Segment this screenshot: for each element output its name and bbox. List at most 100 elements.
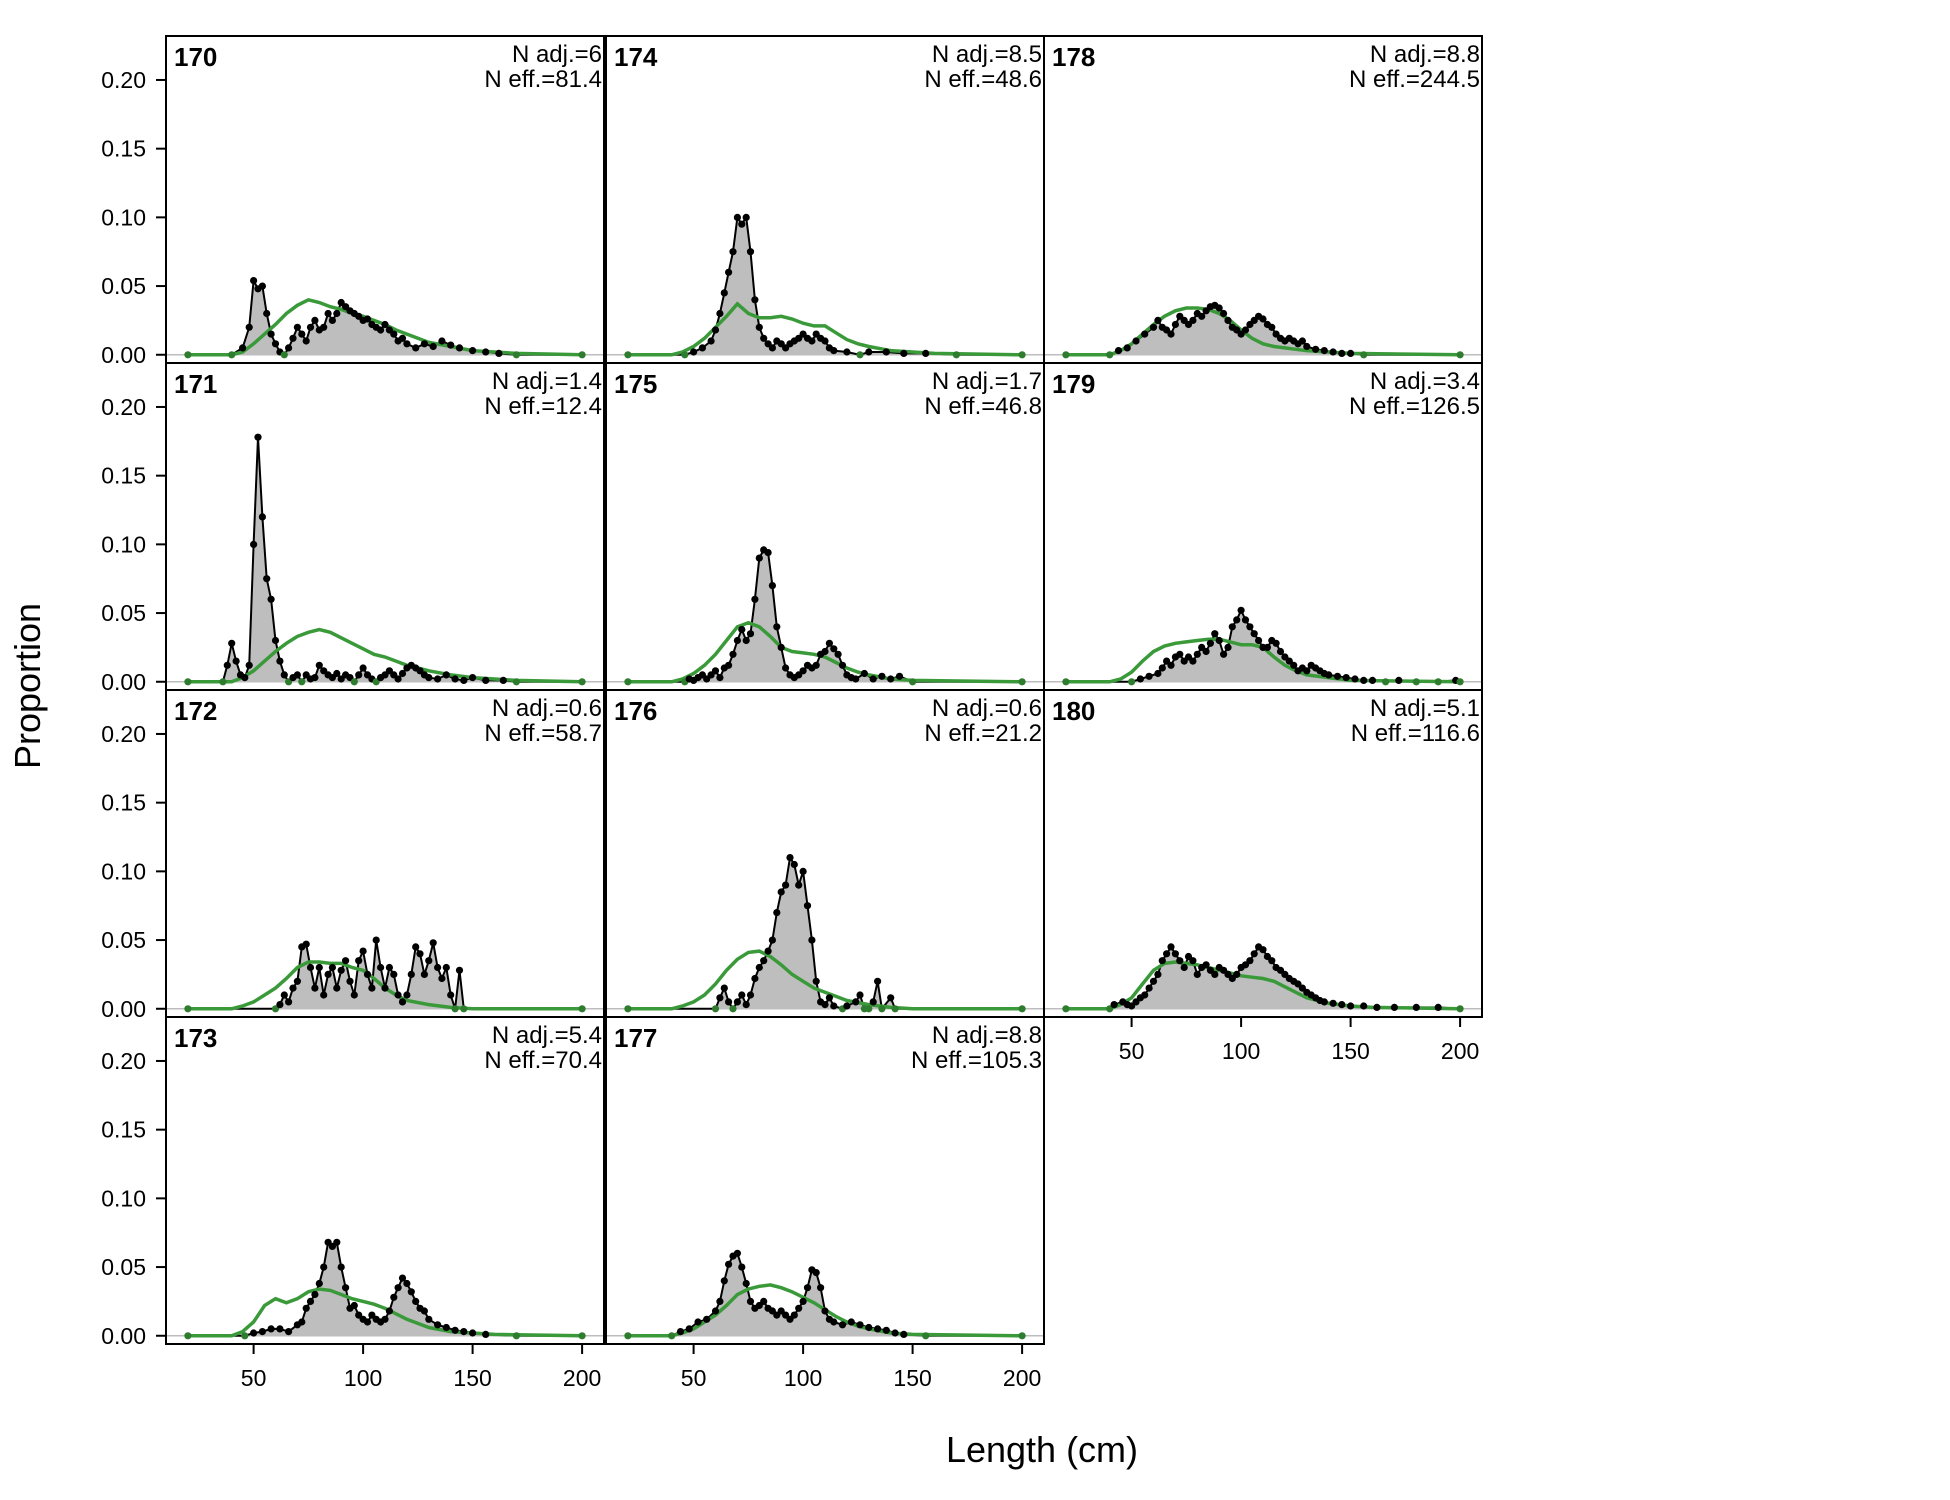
n-adj-label: N adj.=5.1 — [1370, 695, 1480, 722]
observed-point — [1325, 671, 1333, 679]
expected-line — [187, 627, 583, 684]
panel-frame — [165, 1016, 605, 1345]
observed-point — [830, 645, 838, 653]
observed-point — [346, 977, 354, 985]
observed-point — [733, 636, 742, 645]
observed-point — [434, 675, 442, 683]
observed-point — [1298, 337, 1306, 345]
observed-point — [381, 984, 389, 992]
observed-point — [803, 1284, 812, 1292]
x-tick-label: 200 — [1003, 1365, 1041, 1391]
observed-point — [289, 334, 297, 342]
n-adj-label: N adj.=0.6 — [492, 695, 602, 722]
observed-point — [412, 1297, 420, 1305]
observed-point — [922, 349, 930, 357]
observed-point — [1018, 1332, 1026, 1340]
observed-point — [311, 984, 319, 992]
observed-point — [1338, 349, 1346, 357]
observed-point — [1360, 676, 1368, 685]
observed-point — [429, 342, 437, 351]
x-tick-label: 200 — [1441, 1038, 1479, 1064]
observed-line — [627, 214, 1023, 356]
observed-point — [184, 351, 192, 359]
observed-point — [285, 998, 293, 1006]
observed-point — [403, 340, 411, 348]
observed-point — [276, 1325, 284, 1333]
observed-point — [359, 947, 367, 955]
y-tick-label: 0.00 — [101, 342, 146, 368]
observed-point — [1106, 351, 1114, 359]
observed-point — [1154, 970, 1162, 979]
observed-point — [271, 636, 280, 645]
observed-point — [482, 676, 490, 685]
n-adj-label: N adj.=1.4 — [492, 368, 602, 395]
observed-point — [733, 213, 742, 221]
observed-point — [328, 963, 336, 972]
observed-point — [263, 309, 271, 318]
observed-point — [694, 1318, 702, 1326]
observed-point — [381, 320, 389, 329]
observed-point — [830, 1318, 838, 1326]
observed-point — [624, 678, 632, 686]
observed-point — [293, 323, 301, 331]
observed-point — [725, 1260, 733, 1268]
observed-point — [1215, 304, 1223, 312]
expected-line — [1065, 306, 1461, 357]
observed-line — [627, 854, 1023, 1012]
observed-point — [720, 289, 728, 297]
y-tick-label: 0.10 — [101, 204, 146, 230]
observed-point — [499, 676, 507, 685]
observed-point — [856, 991, 864, 999]
observed-point — [751, 974, 759, 983]
y-tick-label: 0.20 — [101, 67, 146, 93]
y-tick-label: 0.05 — [101, 273, 146, 299]
observed-point — [482, 1330, 490, 1338]
observed-point — [241, 674, 249, 682]
observed-point — [799, 867, 807, 876]
observed-point — [578, 1005, 586, 1013]
observed-point — [385, 1307, 393, 1315]
observed-area — [627, 217, 1023, 355]
observed-point — [1149, 323, 1158, 331]
observed-point — [782, 881, 790, 889]
observed-point — [760, 957, 768, 965]
panel-170: 170 N adj.=6N eff.=81.4 — [165, 35, 605, 364]
observed-point — [1062, 1005, 1070, 1013]
observed-point — [1145, 984, 1153, 992]
y-tick-label: 0.20 — [101, 721, 146, 747]
observed-point — [795, 1304, 803, 1312]
observed-point — [856, 351, 864, 359]
observed-point — [398, 1274, 407, 1282]
observed-point — [241, 1332, 249, 1340]
observed-point — [900, 1330, 908, 1338]
observed-point — [398, 998, 407, 1006]
observed-point — [306, 963, 315, 972]
observed-point — [394, 1284, 402, 1292]
observed-point — [1268, 957, 1276, 965]
observed-point — [285, 1328, 293, 1336]
observed-point — [250, 277, 258, 285]
observed-point — [725, 268, 733, 276]
observed-point — [359, 664, 367, 672]
panel-label: 170 — [174, 42, 217, 72]
observed-point — [1136, 675, 1144, 683]
n-eff-label: N eff.=244.5 — [1349, 66, 1480, 93]
observed-point — [1189, 316, 1197, 324]
observed-point — [469, 674, 477, 682]
observed-point — [1320, 998, 1328, 1006]
observed-point — [821, 1001, 829, 1009]
observed-point — [469, 347, 477, 355]
y-tick-label: 0.15 — [101, 463, 146, 489]
observed-point — [1171, 950, 1179, 958]
observed-point — [293, 671, 301, 679]
observed-point — [451, 1005, 459, 1013]
observed-point — [403, 991, 411, 999]
panel-174: 174 N adj.=8.5N eff.=48.6 — [605, 35, 1045, 364]
observed-point — [1241, 616, 1250, 624]
observed-point — [1347, 1002, 1355, 1010]
observed-point — [838, 1321, 847, 1329]
observed-point — [768, 582, 777, 590]
observed-point — [267, 1325, 275, 1333]
observed-point — [887, 675, 895, 683]
observed-point — [720, 984, 728, 992]
